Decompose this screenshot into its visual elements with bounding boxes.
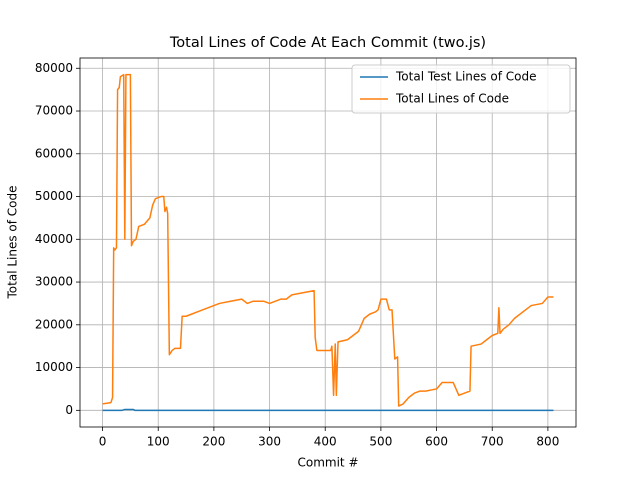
- data-line: [102, 73, 554, 407]
- y-tick-label: 70000: [35, 104, 73, 118]
- x-tick-label: 400: [314, 435, 337, 449]
- x-tick-label: 0: [99, 435, 107, 449]
- y-tick-label: 80000: [35, 61, 73, 75]
- x-tick-label: 800: [536, 435, 559, 449]
- x-tick-label: 100: [147, 435, 170, 449]
- plot-frame: [79, 57, 577, 428]
- y-tick-label: 40000: [35, 232, 73, 246]
- y-tick-label: 10000: [35, 360, 73, 374]
- y-axis-label: Total Lines of Code: [6, 185, 20, 299]
- x-tick-label: 600: [425, 435, 448, 449]
- x-tick-label: 500: [369, 435, 392, 449]
- y-tick-label: 50000: [35, 189, 73, 203]
- y-tick-label: 0: [65, 403, 73, 417]
- x-axis-label: Commit #: [297, 456, 358, 470]
- x-tick-label: 700: [481, 435, 504, 449]
- y-tick-label: 60000: [35, 146, 73, 160]
- legend-label: Total Test Lines of Code: [395, 70, 536, 84]
- y-tick-label: 20000: [35, 317, 73, 331]
- data-line: [102, 408, 554, 412]
- legend-label: Total Lines of Code: [395, 92, 509, 106]
- chart-title: Total Lines of Code At Each Commit (two.…: [169, 35, 486, 51]
- legend-box: [351, 64, 571, 114]
- x-tick-label: 300: [258, 435, 281, 449]
- x-tick-label: 200: [202, 435, 225, 449]
- y-tick-label: 30000: [35, 275, 73, 289]
